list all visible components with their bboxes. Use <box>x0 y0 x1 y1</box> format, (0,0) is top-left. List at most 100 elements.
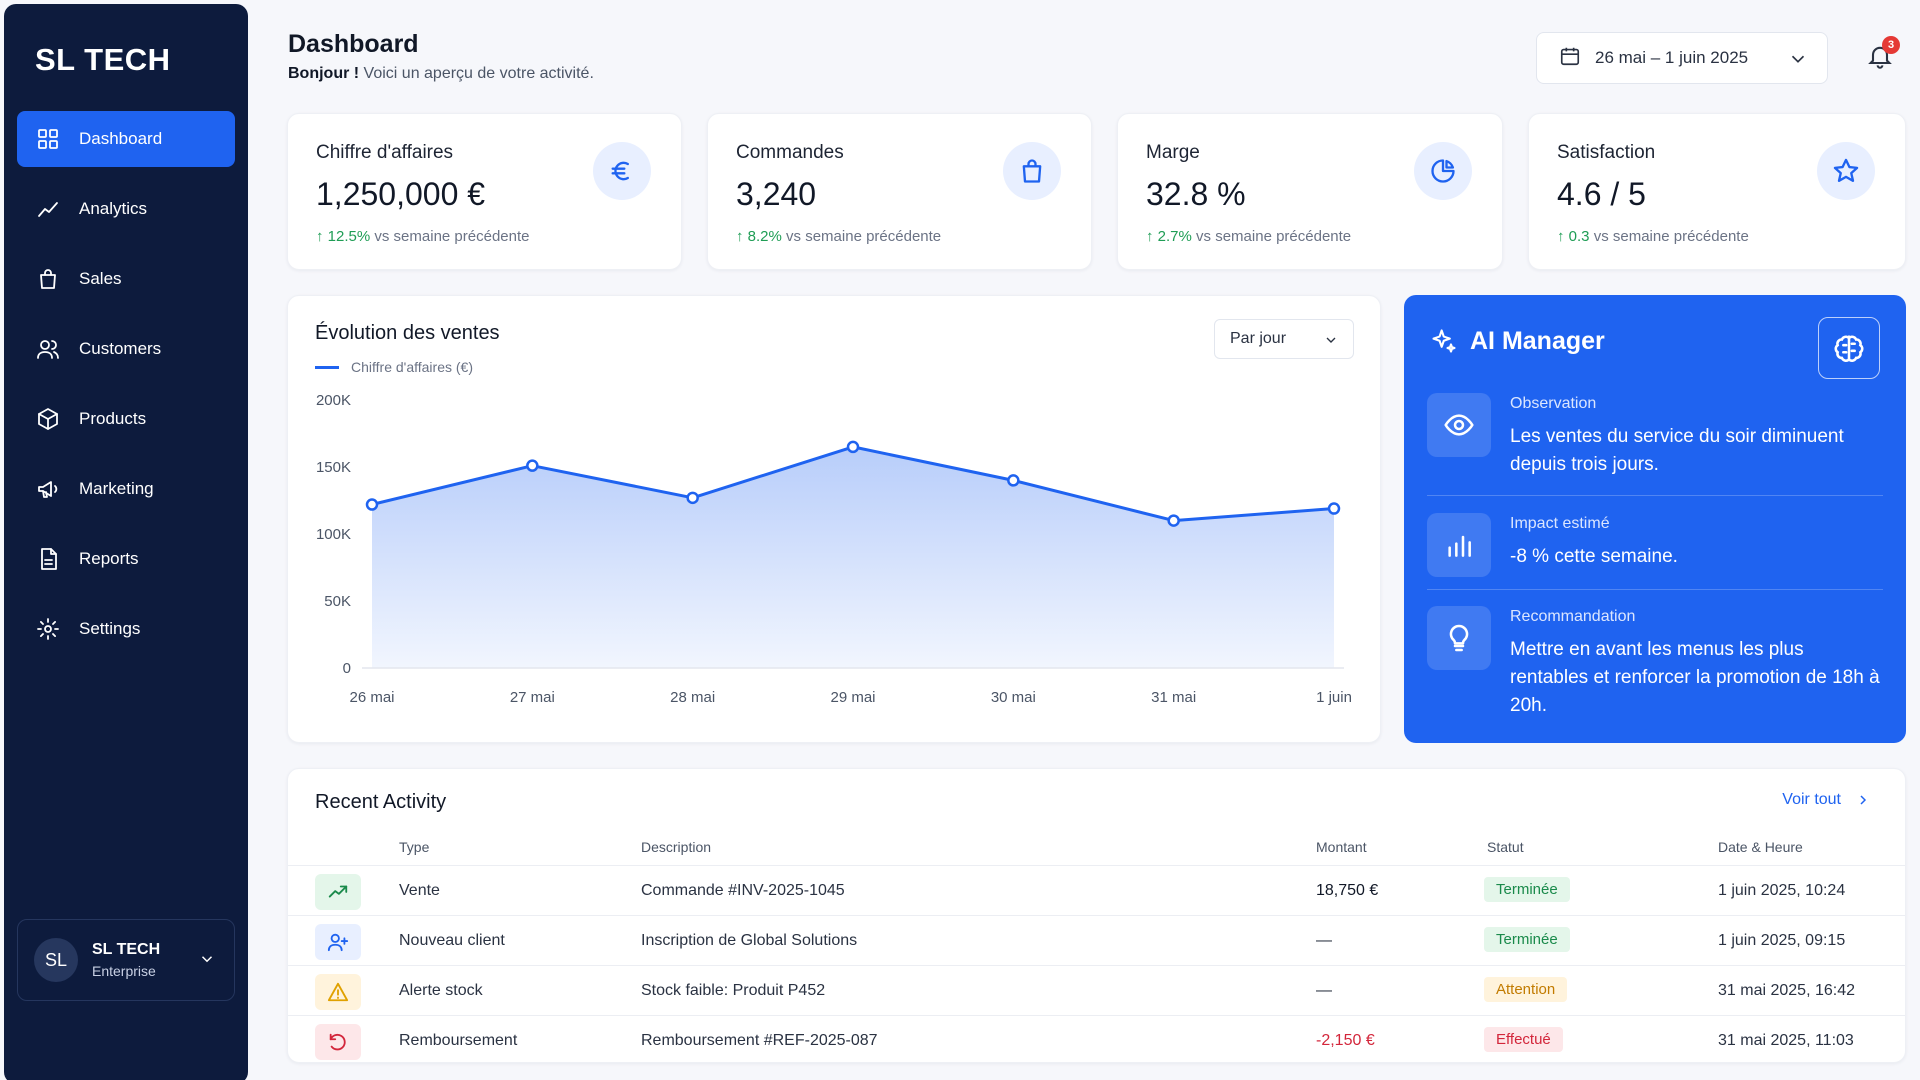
calendar-icon <box>1559 45 1581 72</box>
x-tick-label: 31 mai <box>1151 689 1196 706</box>
sidebar-item-label: Reports <box>79 549 139 568</box>
bar-chart-icon <box>1427 513 1491 577</box>
divider <box>1427 589 1883 590</box>
period-select-value: Par jour <box>1230 330 1287 347</box>
chart-data-point[interactable] <box>1007 474 1020 487</box>
page-subtitle: Bonjour ! Voici un aperçu de votre activ… <box>288 65 594 83</box>
ai-item-label: Impact estimé <box>1510 515 1610 532</box>
greeting: Bonjour ! <box>288 65 360 82</box>
kpi-delta-text: vs semaine précédente <box>374 228 530 245</box>
kpi-card-satisfaction: Satisfaction 4.6 / 5 ↑ 0.3 vs semaine pr… <box>1528 113 1906 270</box>
column-header-description: Description <box>641 839 712 855</box>
account-name: SL TECH <box>92 941 161 958</box>
x-tick-label: 27 mai <box>510 689 555 706</box>
account-plan: Enterprise <box>92 963 156 979</box>
x-tick-label: 29 mai <box>830 689 875 706</box>
chart-data-point[interactable] <box>1327 502 1341 515</box>
shopping-bag-icon <box>35 266 61 292</box>
sidebar-item-sales[interactable]: Sales <box>17 251 235 307</box>
arrow-up-icon: ↑ <box>316 228 324 245</box>
bell-icon <box>1866 46 1894 74</box>
chart-data-point[interactable] <box>1167 514 1180 527</box>
document-icon <box>35 546 61 572</box>
arrow-up-icon: ↑ <box>1557 228 1565 245</box>
page-title: Dashboard <box>288 30 419 58</box>
kpi-delta-value: 8.2% <box>747 228 782 245</box>
legend-swatch <box>315 365 339 369</box>
table-row[interactable]: Remboursement Remboursement #REF-2025-08… <box>288 1015 1905 1065</box>
ai-item-label: Recommandation <box>1510 608 1636 625</box>
brain-icon[interactable] <box>1818 317 1880 379</box>
sidebar-item-settings[interactable]: Settings <box>17 601 235 657</box>
y-tick-label: 100K <box>316 526 351 543</box>
kpi-delta-value: 0.3 <box>1568 228 1590 245</box>
shopping-bag-icon <box>1003 142 1061 200</box>
kpi-delta-text: vs semaine précédente <box>1593 228 1749 245</box>
see-all-link[interactable]: Voir tout <box>1782 791 1871 809</box>
period-select[interactable]: Par jour <box>1214 319 1354 359</box>
account-switcher[interactable]: SL SL TECH Enterprise <box>17 919 235 1001</box>
sidebar-item-marketing[interactable]: Marketing <box>17 461 235 517</box>
chart-data-point[interactable] <box>526 459 539 472</box>
table-header: Type Description Montant Statut Date & H… <box>288 829 1905 865</box>
sidebar-item-label: Sales <box>79 269 122 288</box>
sidebar-item-analytics[interactable]: Analytics <box>17 181 235 237</box>
date-range-picker[interactable]: 26 mai – 1 juin 2025 <box>1536 32 1828 84</box>
sidebar-item-reports[interactable]: Reports <box>17 531 235 587</box>
chart-legend: Chiffre d'affaires (€) <box>315 359 473 375</box>
cell-amount: — <box>1316 932 1332 949</box>
table-row[interactable]: Alerte stock Stock faible: Produit P452 … <box>288 965 1905 1015</box>
kpi-delta-text: vs semaine précédente <box>1196 228 1352 245</box>
cell-type: Alerte stock <box>399 982 483 999</box>
cell-description: Commande #INV-2025-1045 <box>641 882 845 899</box>
ai-manager-card: AI Manager Observation Les ventes du ser… <box>1404 295 1906 743</box>
notifications-button[interactable]: 3 <box>1866 36 1900 74</box>
ai-item-label: Observation <box>1510 395 1597 412</box>
sidebar-item-products[interactable]: Products <box>17 391 235 447</box>
table-row[interactable]: Vente Commande #INV-2025-1045 18,750 € T… <box>288 865 1905 915</box>
sidebar-item-label: Customers <box>79 339 162 358</box>
table-row[interactable]: Nouveau client Inscription de Global Sol… <box>288 915 1905 965</box>
date-range-value: 26 mai – 1 juin 2025 <box>1595 48 1749 67</box>
kpi-delta-value: 2.7% <box>1157 228 1192 245</box>
subtitle-text: Voici un aperçu de votre activité. <box>363 65 594 82</box>
column-header-status: Statut <box>1487 839 1524 855</box>
sidebar-item-customers[interactable]: Customers <box>17 321 235 377</box>
sidebar-item-label: Products <box>79 409 147 428</box>
kpi-delta: ↑ 2.7% vs semaine précédente <box>1146 228 1351 245</box>
euro-icon <box>593 142 651 200</box>
x-tick-label: 1 juin <box>1316 689 1352 706</box>
warning-icon <box>315 974 361 1010</box>
chevron-down-icon <box>1326 337 1336 343</box>
brand-logo: SL TECH <box>35 42 171 77</box>
chart-data-point[interactable] <box>365 498 379 511</box>
arrow-up-icon: ↑ <box>1146 228 1154 245</box>
chevron-down-icon <box>1787 48 1809 75</box>
kpi-card-orders: Commandes 3,240 ↑ 8.2% vs semaine précéd… <box>707 113 1092 270</box>
column-header-amount: Montant <box>1316 839 1367 855</box>
kpi-delta-text: vs semaine précédente <box>786 228 942 245</box>
arrow-up-icon: ↑ <box>736 228 744 245</box>
x-tick-label: 30 mai <box>991 689 1036 706</box>
ai-item-text: -8 % cette semaine. <box>1510 546 1678 567</box>
kpi-delta: ↑ 0.3 vs semaine précédente <box>1557 228 1749 245</box>
pie-chart-icon <box>1414 142 1472 200</box>
status-badge: Terminée <box>1484 927 1570 952</box>
cell-description: Inscription de Global Solutions <box>641 932 858 949</box>
kpi-value: 4.6 / 5 <box>1557 176 1646 212</box>
chevron-down-icon <box>198 950 216 973</box>
sales-chart-card: Évolution des ventes Chiffre d'affaires … <box>287 295 1381 743</box>
sidebar-item-dashboard[interactable]: Dashboard <box>17 111 235 167</box>
cell-type: Nouveau client <box>399 932 505 949</box>
chart-data-point[interactable] <box>686 491 699 505</box>
grid-icon <box>35 126 61 152</box>
kpi-card-revenue: Chiffre d'affaires 1,250,000 € ↑ 12.5% v… <box>287 113 682 270</box>
sparkles-icon <box>1430 327 1458 360</box>
refund-icon <box>315 1024 361 1060</box>
kpi-value: 3,240 <box>736 176 817 212</box>
chart-data-point[interactable] <box>846 440 860 454</box>
kpi-label: Marge <box>1146 142 1200 163</box>
sidebar-item-label: Analytics <box>79 199 148 218</box>
kpi-value: 32.8 % <box>1146 176 1246 212</box>
status-badge: Terminée <box>1484 877 1570 902</box>
